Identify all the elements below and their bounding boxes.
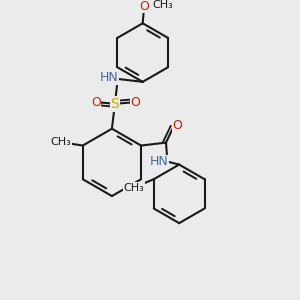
Text: O: O	[172, 119, 182, 132]
Text: O: O	[139, 0, 149, 13]
Text: CH₃: CH₃	[152, 0, 173, 10]
Text: HN: HN	[150, 155, 169, 168]
Text: CH₃: CH₃	[51, 137, 71, 147]
Text: O: O	[91, 96, 101, 109]
Text: CH₃: CH₃	[124, 183, 144, 193]
Text: O: O	[130, 96, 140, 109]
Text: S: S	[110, 97, 119, 111]
Text: HN: HN	[100, 71, 118, 84]
